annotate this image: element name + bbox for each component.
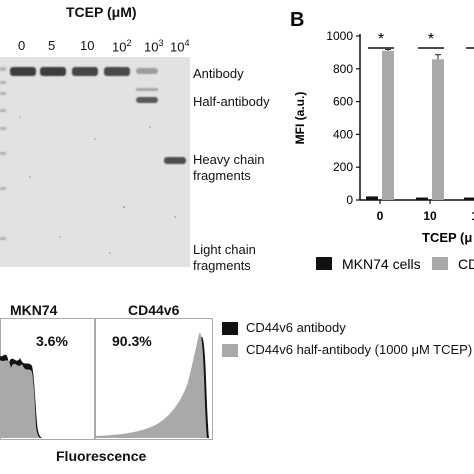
gel-band-label: Half-antibody <box>193 94 270 110</box>
gel-lane-label: 104 <box>170 38 189 54</box>
bar <box>382 50 394 201</box>
histogram-legend-label: CD44v6 antibody <box>246 320 346 335</box>
histogram-cd44v6 <box>95 318 213 440</box>
histogram-percent: 90.3% <box>112 333 152 349</box>
gel-lane-label-exponent: 4 <box>184 38 190 48</box>
gel-band-label-line: Half-antibody <box>193 94 270 109</box>
gel-bands <box>0 57 190 267</box>
gel-lane-label-value: 0 <box>18 38 26 53</box>
gel-lane-label: 5 <box>48 38 55 53</box>
gel-lane-label: 103 <box>144 38 163 54</box>
y-tick-label: 0 <box>346 193 353 207</box>
bar <box>464 197 474 200</box>
histogram-percent: 3.6% <box>36 333 68 349</box>
significance-mark: * <box>428 31 434 48</box>
significance-mark: * <box>378 31 384 48</box>
x-tick-label: 10 <box>471 209 474 223</box>
gel-band-label-line: Heavy chain <box>193 152 265 167</box>
legend-label-mkn74: MKN74 cells <box>342 256 421 270</box>
histogram-legend-swatch <box>222 322 238 335</box>
gel-band-label: Light chain fragments <box>193 242 256 274</box>
histogram-title: CD44v6 <box>128 302 180 318</box>
gel-lane-label: 10 <box>80 38 94 53</box>
histogram-cd44v6-plot <box>95 318 213 440</box>
y-tick-label: 400 <box>333 127 353 141</box>
panel-b-letter: B <box>290 9 304 31</box>
bar <box>416 197 428 200</box>
gel-band-label: Heavy chain fragments <box>193 152 265 184</box>
gel-lane-label-value: 10 <box>80 38 95 53</box>
gel-band-label-line: Light chain <box>193 242 256 257</box>
gel-lane-label-value: 5 <box>48 38 56 53</box>
gel-lane-label-exponent: 2 <box>126 38 132 48</box>
gel-lane-label: 0 <box>18 38 25 53</box>
gel-band-label-line: Antibody <box>193 66 244 81</box>
y-tick-label: 800 <box>333 62 353 76</box>
histogram-legend-label: CD44v6 half-antibody (1000 μM TCEP) <box>246 342 473 357</box>
bar <box>432 59 444 201</box>
gel-lane-label: 102 <box>112 38 131 54</box>
histogram-mkn74 <box>0 318 95 440</box>
legend-swatch-mkn74 <box>316 257 332 270</box>
histogram-title: MKN74 <box>10 302 58 318</box>
gel-band-label-line: fragments <box>193 258 251 273</box>
legend-label-cd44: CD <box>458 256 474 270</box>
gel-tcep-title: TCEP (μM) <box>66 4 137 20</box>
x-tick-label: 0 <box>377 209 384 223</box>
legend-swatch-cd44 <box>432 257 448 270</box>
gel-lane-label-value: 10 <box>170 39 185 55</box>
histogram-xlabel: Fluorescence <box>56 448 147 464</box>
bar <box>366 196 378 200</box>
x-axis-title: TCEP (μ <box>422 230 472 245</box>
gel-band-label: Antibody <box>193 66 244 82</box>
gel-lane-label-exponent: 3 <box>158 38 164 48</box>
x-tick-label: 10 <box>423 209 437 223</box>
histogram-legend-swatch <box>222 344 238 357</box>
gel-lane-label-value: 10 <box>112 39 127 55</box>
y-tick-label: 600 <box>333 95 353 109</box>
histogram-mkn74-plot <box>0 318 95 440</box>
y-tick-label: 200 <box>333 160 353 174</box>
gel-band-label-line: fragments <box>193 168 251 183</box>
gel-lane-label-value: 10 <box>144 39 159 55</box>
gel-image <box>0 57 190 267</box>
y-axis-title: MFI (a.u.) <box>293 92 307 145</box>
y-tick-label: 1000 <box>326 29 353 43</box>
